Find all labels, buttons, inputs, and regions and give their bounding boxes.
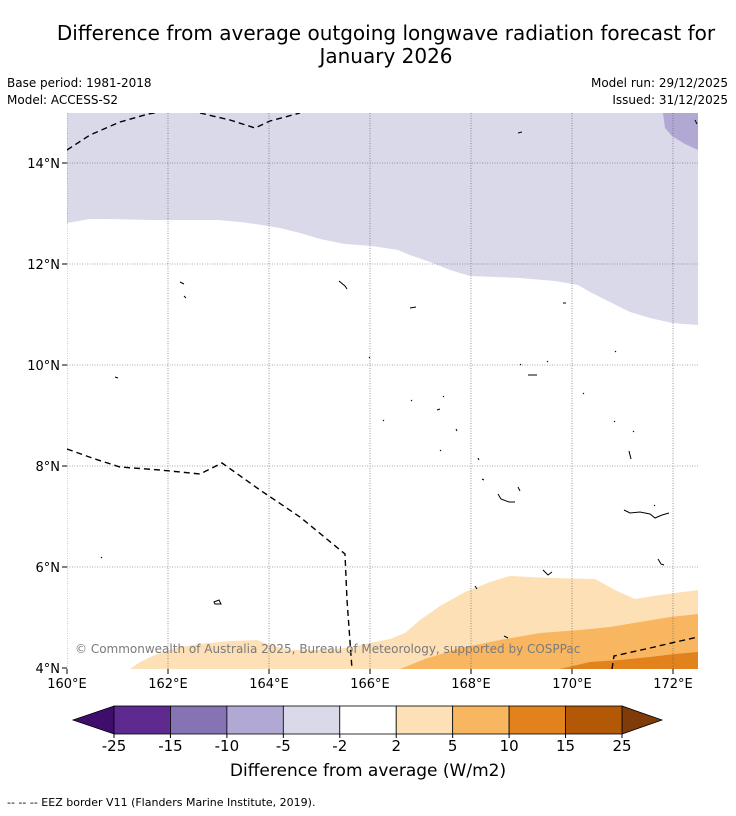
colorbar-tick-label: -2 — [332, 737, 347, 755]
eez-borders — [67, 113, 698, 669]
contour-pos-high — [560, 652, 698, 669]
islands — [100, 119, 698, 639]
lon-label: 164°E — [249, 677, 289, 692]
colorbar-extend-low — [71, 705, 115, 735]
colorbar-tick-label: -5 — [276, 737, 291, 755]
model-name: Model: ACCESS-S2 — [7, 93, 119, 107]
map-area — [67, 113, 698, 669]
colorbar-tick-label: -25 — [102, 737, 127, 755]
colorbar-segment — [170, 705, 228, 735]
model-run: Model run: 29/12/2025 — [590, 76, 728, 90]
colorbar-segment — [508, 705, 566, 735]
colorbar-tick-label: 2 — [391, 737, 401, 755]
meta-left: Base period: 1981-2018 Model: ACCESS-S2 — [7, 76, 152, 110]
colorbar-tick-label: -15 — [158, 737, 183, 755]
lat-labels: 14°N 12°N 10°N 8°N 6°N 4°N — [27, 157, 60, 677]
lon-label: 162°E — [148, 677, 188, 692]
colorbar-title: Difference from average (W/m2) — [229, 761, 507, 781]
base-period: Base period: 1981-2018 — [7, 76, 152, 90]
lon-label: 172°E — [653, 677, 693, 692]
colorbar-segment — [113, 705, 171, 735]
copyright-text: © Commonwealth of Australia 2025, Bureau… — [75, 642, 580, 656]
lat-label: 14°N — [27, 157, 60, 172]
contour-neg-light — [67, 113, 698, 325]
lon-label: 170°E — [552, 677, 592, 692]
colorbar-tick-label: 10 — [500, 737, 519, 755]
lat-label: 10°N — [27, 359, 60, 374]
lon-label: 166°E — [350, 677, 390, 692]
colorbar-segment — [339, 705, 397, 735]
lat-label: 8°N — [36, 460, 61, 475]
colorbar-segment — [395, 705, 454, 735]
colorbar-segment — [226, 705, 284, 735]
colorbar-segment — [282, 705, 341, 735]
colorbar-segment — [452, 705, 510, 735]
colorbar-extend-high — [621, 705, 664, 735]
contour-pos-mid — [400, 614, 698, 669]
eez-footnote: -- -- -- EEZ border V11 (Flanders Marine… — [7, 796, 316, 809]
contour-neg-mid — [663, 113, 698, 150]
title-line-2: January 2026 — [319, 44, 453, 68]
lon-label: 160°E — [47, 677, 87, 692]
lat-label: 6°N — [36, 561, 61, 576]
colorbar-tick-label: 25 — [612, 737, 631, 755]
colorbar-tick-label: 15 — [556, 737, 575, 755]
lon-label: 168°E — [451, 677, 491, 692]
colorbar-tick-label: 5 — [448, 737, 458, 755]
gridlines — [67, 113, 698, 669]
meta-right: Model run: 29/12/2025 Issued: 31/12/2025 — [591, 76, 728, 110]
colorbar: -25 -15 -10 -5 -2 2 5 10 15 25 — [71, 705, 664, 755]
lat-label: 4°N — [36, 662, 61, 677]
chart-title: Difference from average outgoing longwav… — [30, 22, 736, 68]
colorbar-tick-label: -10 — [215, 737, 240, 755]
lon-labels: 160°E 162°E 164°E 166°E 168°E 170°E 172°… — [47, 677, 693, 692]
colorbar-segment — [565, 705, 623, 735]
axis-ticks — [62, 162, 674, 674]
issued-date: Issued: 31/12/2025 — [612, 93, 728, 107]
title-line-1: Difference from average outgoing longwav… — [56, 21, 716, 45]
lat-label: 12°N — [27, 258, 60, 273]
